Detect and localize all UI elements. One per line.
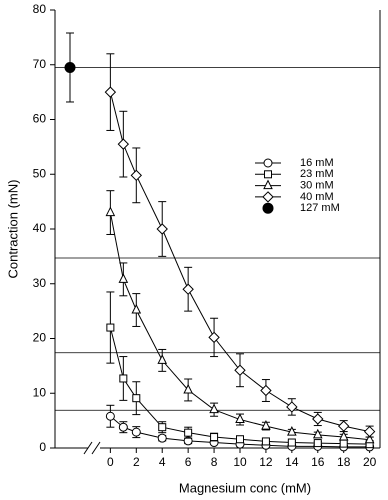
axes xyxy=(54,10,381,455)
y-tick-label: 70 xyxy=(33,57,47,71)
legend-marker xyxy=(262,202,274,214)
marker xyxy=(364,433,375,444)
marker xyxy=(104,86,117,98)
marker xyxy=(119,374,128,383)
x-tick-label: 12 xyxy=(259,455,273,469)
x-tick-label: 6 xyxy=(185,455,192,469)
marker xyxy=(157,354,168,364)
marker xyxy=(130,169,143,182)
y-tick-label: 40 xyxy=(33,221,47,235)
x-tick-label: 4 xyxy=(159,455,166,469)
legend-label: 30 mM xyxy=(300,180,334,192)
marker xyxy=(64,61,76,73)
x-tick-label: 16 xyxy=(311,455,325,469)
marker xyxy=(117,138,130,150)
x-tick-label: 8 xyxy=(211,455,218,469)
x-tick-label: 2 xyxy=(133,455,140,469)
marker xyxy=(261,419,271,430)
x-axis-label: Magnesium conc (mM) xyxy=(179,480,311,495)
series-line xyxy=(109,212,370,441)
legend-marker xyxy=(262,191,274,203)
marker xyxy=(105,206,116,217)
x-tick-label: 14 xyxy=(285,455,299,469)
marker xyxy=(131,303,142,314)
marker xyxy=(132,394,141,403)
marker xyxy=(156,223,168,235)
legend-marker xyxy=(264,170,272,179)
marker xyxy=(158,423,167,432)
x-tick-label: 10 xyxy=(233,455,247,469)
marker xyxy=(312,428,323,439)
marker xyxy=(338,430,349,441)
y-tick-label: 60 xyxy=(33,112,47,126)
marker xyxy=(118,422,128,432)
marker xyxy=(131,427,141,437)
x-tick-label: 0 xyxy=(107,455,114,469)
marker xyxy=(235,413,245,424)
marker xyxy=(312,413,324,425)
marker xyxy=(118,273,129,283)
y-axis-label: Contraction (mN) xyxy=(5,180,20,279)
marker xyxy=(236,435,244,444)
marker xyxy=(209,403,219,414)
y-tick-label: 30 xyxy=(33,276,47,290)
y-tick-label: 50 xyxy=(33,166,47,180)
marker xyxy=(210,433,219,442)
legend-label: 16 mM xyxy=(300,157,334,169)
marker xyxy=(260,384,272,397)
marker xyxy=(184,428,193,437)
marker xyxy=(182,283,194,295)
legend-label: 127 mM xyxy=(300,202,340,214)
marker xyxy=(286,401,298,413)
legend-label: 23 mM xyxy=(300,168,334,180)
marker xyxy=(287,426,297,436)
marker xyxy=(183,383,193,394)
marker xyxy=(157,433,167,443)
x-tick-label: 20 xyxy=(363,455,377,469)
y-tick-label: 0 xyxy=(39,440,46,454)
y-tick-label: 20 xyxy=(33,331,47,345)
legend-marker xyxy=(263,179,273,190)
marker xyxy=(106,323,115,332)
y-tick-label: 10 xyxy=(33,385,47,399)
marker xyxy=(313,439,322,448)
marker xyxy=(208,331,220,344)
marker xyxy=(234,364,246,376)
marker xyxy=(261,437,270,446)
marker xyxy=(105,411,115,421)
legend-marker xyxy=(263,158,273,168)
x-tick-label: 18 xyxy=(337,455,351,469)
marker xyxy=(339,439,348,448)
marker xyxy=(287,438,296,447)
y-tick-label: 80 xyxy=(33,2,47,16)
marker xyxy=(337,420,350,432)
marker xyxy=(363,425,376,438)
legend-label: 40 mM xyxy=(300,191,334,203)
